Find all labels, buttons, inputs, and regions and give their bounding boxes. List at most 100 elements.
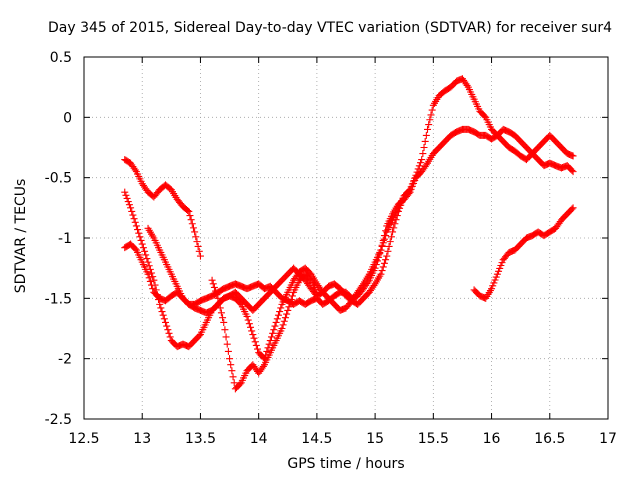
data-point: [254, 345, 262, 353]
y-tick-label: 0: [63, 110, 72, 126]
data-point: [497, 262, 505, 270]
data-point: [481, 112, 489, 120]
data-point: [208, 276, 216, 284]
data-point: [245, 320, 253, 328]
x-tick-label: 14: [250, 431, 268, 447]
data-point: [139, 244, 147, 252]
x-tick-label: 13: [133, 431, 151, 447]
data-point: [427, 111, 435, 119]
data-point: [159, 311, 167, 319]
grid-lines: [84, 57, 608, 419]
data-point: [236, 380, 244, 388]
data-point: [413, 168, 421, 176]
data-point: [407, 183, 415, 191]
data-point: [149, 285, 157, 293]
data-point: [138, 240, 146, 248]
data-point: [124, 198, 132, 206]
data-point: [285, 303, 293, 311]
data-point: [390, 224, 398, 232]
data-point: [463, 81, 471, 89]
y-tick-label: -0.5: [45, 171, 72, 187]
data-point: [131, 218, 139, 226]
data-point: [252, 341, 260, 349]
data-point: [498, 259, 506, 267]
data-point: [141, 247, 149, 255]
data-point: [131, 245, 139, 253]
data-point: [132, 222, 140, 230]
data-point: [283, 310, 291, 318]
data-point: [229, 373, 237, 381]
data-point: [226, 355, 234, 363]
data-point: [184, 206, 192, 214]
data-point: [129, 211, 137, 219]
data-point: [148, 269, 156, 277]
data-point: [492, 273, 500, 281]
data-point: [406, 186, 414, 194]
data-point: [162, 318, 170, 326]
data-point: [265, 340, 273, 348]
data-point: [143, 255, 151, 263]
data-point: [146, 277, 154, 285]
data-point: [410, 177, 418, 185]
data-point: [313, 288, 321, 296]
data-point: [288, 292, 296, 300]
data-point: [273, 315, 281, 323]
data-point: [152, 286, 160, 294]
data-point: [385, 242, 393, 250]
data-point: [227, 361, 235, 369]
data-point: [145, 274, 153, 282]
data-point: [425, 121, 433, 129]
x-tick-label: 15.5: [418, 431, 449, 447]
data-point: [405, 187, 413, 195]
data-point: [221, 326, 229, 334]
data-points: [121, 75, 577, 393]
data-point: [428, 106, 436, 114]
data-point: [130, 215, 138, 223]
data-point: [228, 367, 236, 375]
data-point: [380, 235, 388, 243]
data-point: [488, 285, 496, 293]
data-point: [186, 212, 194, 220]
data-point: [414, 165, 422, 173]
data-point: [378, 267, 386, 275]
data-point: [378, 242, 386, 250]
data-point: [222, 333, 230, 341]
data-point: [415, 162, 423, 170]
y-tick-label: -1.5: [45, 291, 72, 307]
data-point: [248, 327, 256, 335]
data-point: [243, 312, 251, 320]
data-point: [185, 207, 193, 215]
data-point: [194, 242, 202, 250]
data-point: [122, 191, 130, 199]
x-tick-label: 14.5: [301, 431, 332, 447]
data-point: [165, 329, 173, 337]
data-point: [157, 304, 165, 312]
data-point: [382, 256, 390, 264]
data-point: [121, 188, 129, 196]
data-point: [131, 166, 139, 174]
data-point: [272, 318, 280, 326]
data-point: [422, 131, 430, 139]
data-point: [386, 238, 394, 246]
data-point: [493, 270, 501, 278]
data-point: [358, 282, 366, 290]
data-point: [230, 379, 238, 387]
x-tick-label: 16: [483, 431, 501, 447]
data-point: [426, 116, 434, 124]
data-point: [424, 125, 432, 133]
data-point: [267, 333, 275, 341]
data-point: [220, 318, 228, 326]
data-point: [250, 334, 258, 342]
data-point: [281, 314, 289, 322]
data-point: [244, 316, 252, 324]
data-point: [191, 228, 199, 236]
data-point: [151, 281, 159, 289]
data-point: [387, 233, 395, 241]
data-point: [247, 323, 255, 331]
data-point: [270, 326, 278, 334]
data-point: [259, 362, 267, 370]
data-point: [276, 308, 284, 316]
data-point: [382, 232, 390, 240]
data-point: [278, 325, 286, 332]
data-point: [156, 300, 164, 308]
